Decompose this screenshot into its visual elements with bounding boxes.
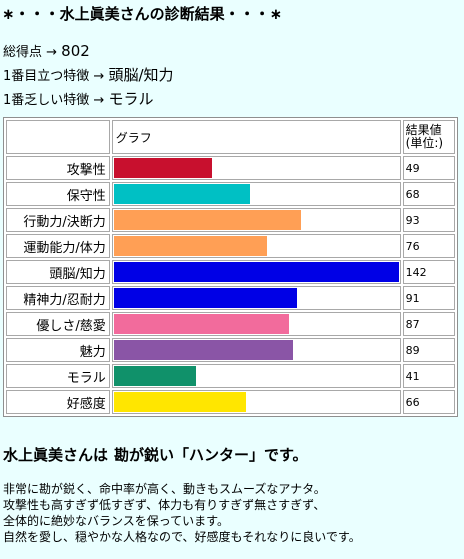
trait-value: 91 — [402, 286, 455, 310]
trait-label: モラル — [6, 364, 110, 388]
trait-value: 66 — [402, 390, 455, 414]
trait-bar — [113, 288, 297, 308]
trait-graph-cell — [111, 182, 401, 206]
top-trait: 1番目立つ特徴 → 頭脳/知力 — [3, 64, 174, 88]
header-value: 結果値 (単位:) — [402, 120, 455, 154]
trait-value: 142 — [402, 260, 455, 284]
trait-label: 魅力 — [6, 338, 110, 362]
table-row: 頭脳/知力 142 — [6, 260, 455, 284]
total-score-value: 802 — [61, 42, 90, 60]
trait-bar — [113, 210, 301, 230]
trait-bar — [113, 392, 246, 412]
description-line: 攻撃性も高すぎず低すぎず、体力も有りすぎず無さすぎず、 — [3, 498, 326, 512]
trait-graph-cell — [111, 260, 401, 284]
description: 非常に勘が鋭く、命中率が高く、動きもスムーズなアナタ。 攻撃性も高すぎず低すぎず… — [3, 481, 361, 545]
trait-label: 精神力/忍耐力 — [6, 286, 110, 310]
table-row: 運動能力/体力 76 — [6, 234, 455, 258]
trait-label: 頭脳/知力 — [6, 260, 110, 284]
trait-graph-cell — [111, 156, 401, 180]
trait-label: 攻撃性 — [6, 156, 110, 180]
trait-graph-cell — [111, 364, 401, 388]
top-trait-label: 1番目立つ特徴 → — [3, 69, 105, 84]
trait-bar — [113, 366, 196, 386]
header-value-line2: (単位:) — [405, 136, 444, 150]
trait-value: 87 — [402, 312, 455, 336]
page-title: ∗・・・水上眞美さんの診断結果・・・∗ — [2, 5, 283, 23]
trait-value: 41 — [402, 364, 455, 388]
top-trait-value: 頭脳/知力 — [108, 66, 174, 84]
result-type: 水上眞美さんは 勘が鋭い「ハンター」です。 — [3, 444, 308, 465]
results-table: グラフ 結果値 (単位:) 攻撃性 49 保守性 68 行動力/決断力 93 運動能力/体力… — [3, 117, 458, 417]
trait-graph-cell — [111, 234, 401, 258]
trait-value: 76 — [402, 234, 455, 258]
trait-label: 優しさ/慈愛 — [6, 312, 110, 336]
trait-label: 行動力/決断力 — [6, 208, 110, 232]
trait-bar — [113, 236, 267, 256]
trait-value: 49 — [402, 156, 455, 180]
trait-graph-cell — [111, 312, 401, 336]
trait-label: 保守性 — [6, 182, 110, 206]
total-score: 総得点 → 802 — [3, 40, 174, 64]
header-value-line1: 結果値 — [405, 123, 442, 137]
trait-value: 93 — [402, 208, 455, 232]
table-row: 魅力 89 — [6, 338, 455, 362]
description-line: 自然を愛し、穏やかな人格なので、好感度もそれなりに良いです。 — [3, 530, 361, 544]
trait-value: 68 — [402, 182, 455, 206]
header-graph: グラフ — [111, 120, 401, 154]
table-row: 保守性 68 — [6, 182, 455, 206]
trait-bar — [113, 262, 399, 282]
description-line: 全体的に絶妙なバランスを保っています。 — [3, 514, 229, 528]
lowest-trait-label: 1番乏しい特徴 → — [3, 93, 105, 108]
table-row: 精神力/忍耐力 91 — [6, 286, 455, 310]
trait-graph-cell — [111, 338, 401, 362]
description-line: 非常に勘が鋭く、命中率が高く、動きもスムーズなアナタ。 — [3, 482, 326, 496]
table-row: モラル 41 — [6, 364, 455, 388]
trait-bar — [113, 340, 293, 360]
total-score-label: 総得点 → — [3, 45, 58, 60]
header-blank-cell — [6, 120, 110, 154]
trait-bar — [113, 184, 250, 204]
table-header-row: グラフ 結果値 (単位:) — [6, 120, 455, 154]
result-type-name: 水上眞美さんは — [3, 446, 109, 464]
trait-label: 好感度 — [6, 390, 110, 414]
table-row: 行動力/決断力 93 — [6, 208, 455, 232]
result-type-type: 勘が鋭い「ハンター」です。 — [114, 446, 308, 464]
lowest-trait: 1番乏しい特徴 → モラル — [3, 88, 174, 112]
lowest-trait-value: モラル — [108, 90, 154, 108]
score-summary: 総得点 → 802 1番目立つ特徴 → 頭脳/知力 1番乏しい特徴 → モラル — [3, 40, 174, 112]
trait-bar — [113, 314, 289, 334]
trait-bar — [113, 158, 212, 178]
table-row: 好感度 66 — [6, 390, 455, 414]
trait-graph-cell — [111, 208, 401, 232]
trait-graph-cell — [111, 286, 401, 310]
results-body: 攻撃性 49 保守性 68 行動力/決断力 93 運動能力/体力 76 頭脳/知力 142 精神力/… — [6, 156, 455, 414]
trait-label: 運動能力/体力 — [6, 234, 110, 258]
table-row: 攻撃性 49 — [6, 156, 455, 180]
trait-value: 89 — [402, 338, 455, 362]
trait-graph-cell — [111, 390, 401, 414]
table-row: 優しさ/慈愛 87 — [6, 312, 455, 336]
